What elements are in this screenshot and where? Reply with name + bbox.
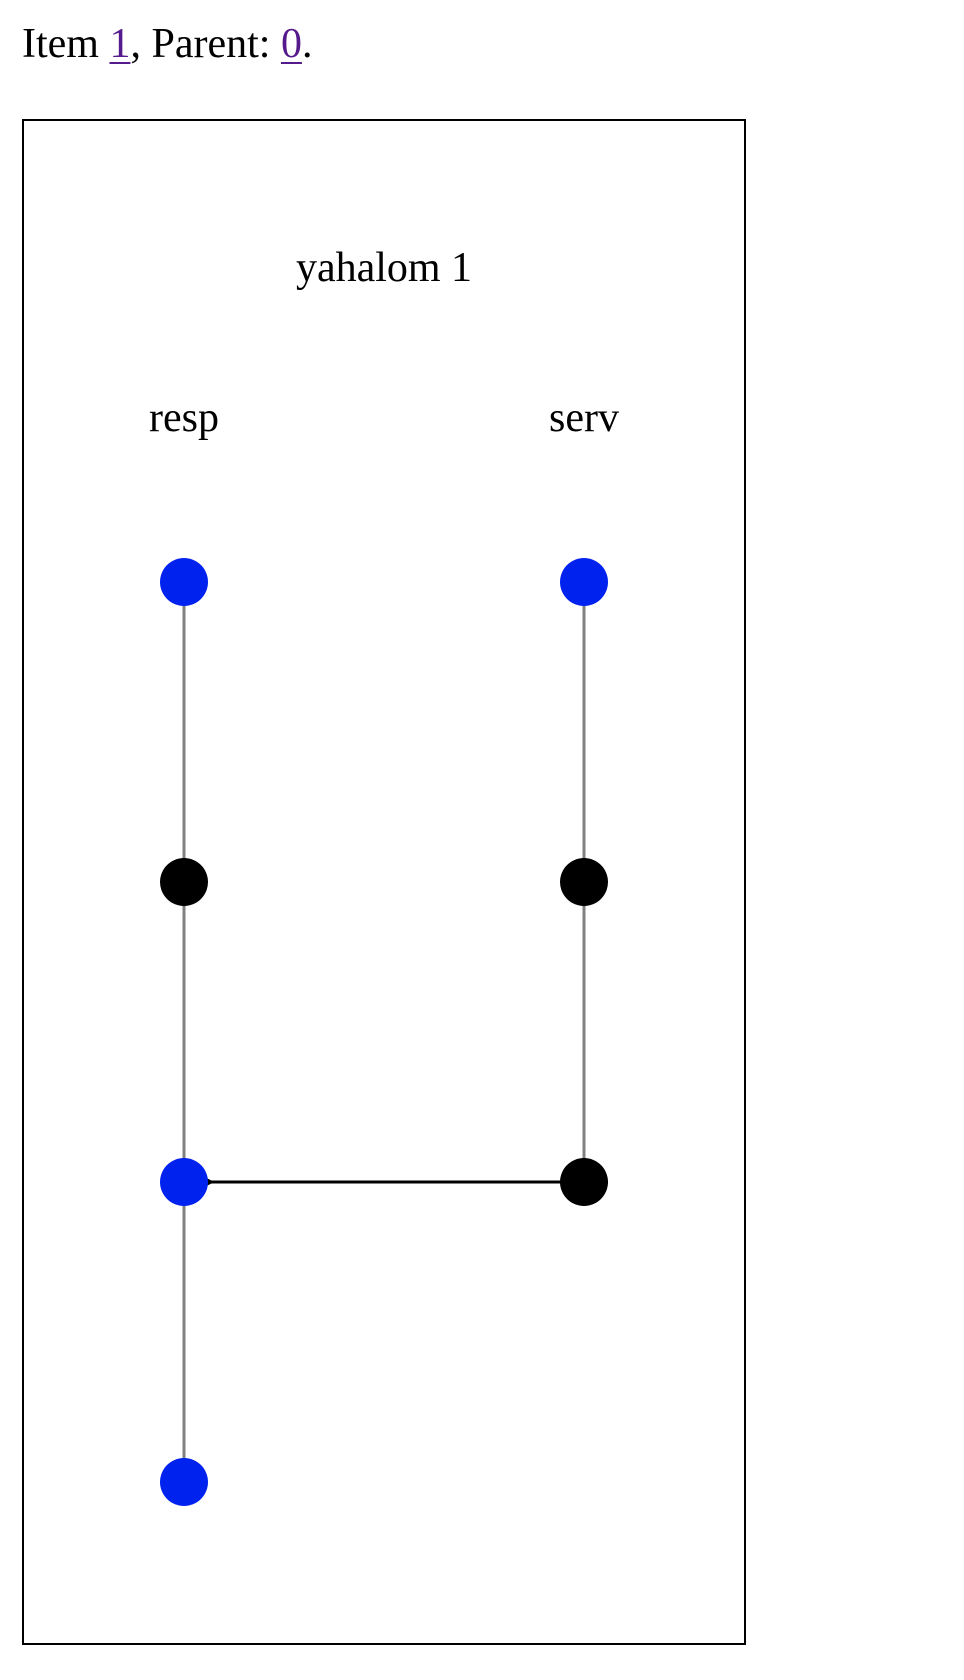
node-resp-3[interactable] [160,1158,208,1206]
page-header: Item 1, Parent: 0. [22,14,312,74]
item-prefix: Item [22,21,110,67]
node-serv-2[interactable] [560,858,608,906]
strand-diagram: yahalom 1 resp serv [22,119,746,1650]
diagram-frame [22,119,746,1645]
role-label-resp: resp [149,395,219,441]
node-serv-1[interactable] [560,558,608,606]
role-label-serv: serv [549,395,619,441]
node-resp-2[interactable] [160,858,208,906]
parent-prefix: , Parent: [130,21,281,67]
item-link[interactable]: 1 [109,21,131,67]
header-suffix: . [301,21,313,67]
parent-link[interactable]: 0 [280,21,302,67]
node-serv-3[interactable] [560,1158,608,1206]
node-resp-1[interactable] [160,558,208,606]
node-resp-4[interactable] [160,1458,208,1506]
diagram-title: yahalom 1 [296,245,472,291]
strand-diagram-svg: yahalom 1 resp serv [22,119,746,1645]
